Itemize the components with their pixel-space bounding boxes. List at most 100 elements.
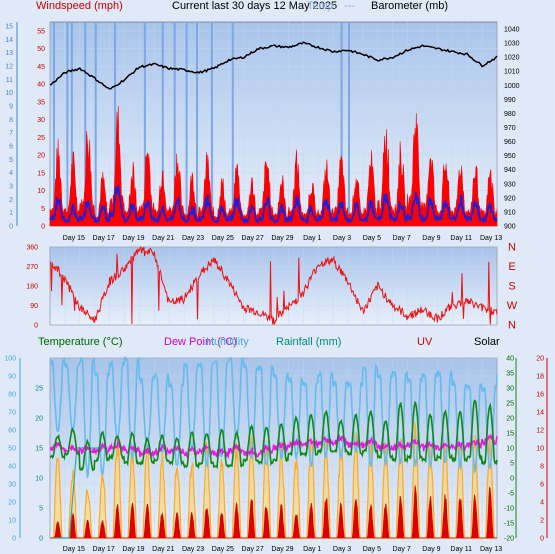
x-tick-label: Day 3: [333, 546, 351, 553]
x-tick-label: Day 25: [212, 546, 234, 553]
rain-tick-label: 20: [35, 416, 43, 423]
wind-spike: [114, 22, 117, 226]
speed-alt-tick-label: 7: [9, 130, 13, 137]
uv-tick-label: 10: [536, 446, 544, 453]
temp-tick-label: 5: [510, 461, 514, 468]
direction-tick-label: 270: [26, 264, 38, 271]
mb-tick-label: 900: [504, 224, 516, 231]
uv-tick-label: 6: [540, 482, 544, 489]
wind-spike: [231, 22, 234, 226]
temp-tick-label: 0: [510, 476, 514, 483]
wind-spike: [66, 22, 69, 226]
wind-spike: [84, 22, 87, 226]
uv-tick-label: 8: [540, 464, 544, 471]
wind-spike: [348, 22, 350, 226]
humidity-tick-label: 60: [8, 428, 16, 435]
x-tick-label: Day 13: [480, 235, 502, 242]
wind-spike: [196, 22, 199, 226]
wind-series: [49, 185, 498, 225]
wind-spike: [340, 22, 343, 226]
speed-alt-tick-label: 1: [9, 210, 13, 217]
compass-label: E: [508, 261, 515, 273]
temp-tick-label: -15: [504, 521, 514, 528]
x-tick-label: Day 29: [271, 546, 293, 553]
x-tick-label: Day 9: [422, 546, 440, 553]
humidity-tick-label: 20: [8, 500, 16, 507]
mb-tick-label: 980: [504, 111, 516, 118]
dewpoint-label: Dew Point (°C): [164, 336, 237, 348]
temp-tick-label: 25: [506, 401, 514, 408]
x-tick-label: Day 15: [63, 235, 85, 242]
temp-tick-label: 10: [506, 446, 514, 453]
x-tick-label: Day 15: [63, 546, 85, 553]
mph-tick-label: 15: [37, 170, 45, 177]
mph-tick-label: 5: [41, 206, 45, 213]
speed-alt-tick-label: 9: [9, 104, 13, 111]
solar-label: Solar: [474, 336, 500, 348]
x-tick-label: Day 17: [93, 235, 115, 242]
temperature-series: [49, 399, 498, 472]
x-tick-label: Day 17: [93, 546, 115, 553]
speed-alt-tick-label: 12: [5, 64, 13, 71]
temp-tick-label: 20: [506, 416, 514, 423]
x-tick-label: Day 1: [303, 235, 321, 242]
dewpoint-series: [49, 432, 498, 460]
x-tick-label: Day 21: [152, 546, 174, 553]
x-tick-label: Day 19: [122, 235, 144, 242]
humidity-tick-label: 100: [4, 356, 16, 363]
speed-alt-tick-label: 3: [9, 184, 13, 191]
x-tick-label: Day 7: [392, 235, 410, 242]
speed-alt-tick-label: 5: [9, 157, 13, 164]
mph-tick-label: 40: [37, 82, 45, 89]
wind-spike: [70, 22, 73, 226]
x-tick-label: Day 11: [450, 235, 472, 242]
direction-tick-label: 0: [34, 323, 38, 330]
rain-tick-label: 5: [39, 506, 43, 513]
wind-spike: [161, 22, 164, 226]
mph-tick-label: 55: [37, 28, 45, 35]
direction-tick-label: 180: [26, 284, 38, 291]
uv-tick-label: 16: [536, 392, 544, 399]
x-tick-label: Day 3: [333, 235, 351, 242]
mb-tick-label: 1020: [504, 55, 520, 62]
uv-tick-label: 18: [536, 374, 544, 381]
direction-series: [49, 245, 498, 326]
mph-tick-label: 50: [37, 46, 45, 53]
mb-tick-label: 940: [504, 167, 516, 174]
humidity-tick-label: 50: [8, 446, 16, 453]
uv-tick-label: 14: [536, 410, 544, 417]
direction-tick-label: 90: [30, 303, 38, 310]
speed-alt-tick-label: 2: [9, 197, 13, 204]
temp-overlap-label: Temp.: [307, 0, 337, 12]
uv-tick-label: 20: [536, 356, 544, 363]
humidity-tick-label: 70: [8, 410, 16, 417]
temperature-label: Temperature (°C): [38, 336, 123, 348]
x-tick-label: Day 19: [122, 546, 144, 553]
compass-label: N: [508, 320, 516, 332]
x-tick-label: Day 29: [271, 235, 293, 242]
temp-tick-label: -5: [508, 491, 514, 498]
temp-tick-label: 40: [506, 356, 514, 363]
x-tick-label: Day 13: [480, 546, 502, 553]
x-tick-label: Day 5: [363, 546, 381, 553]
speed-alt-tick-label: 15: [5, 24, 13, 31]
compass-label: W: [507, 300, 518, 312]
mph-tick-label: 35: [37, 99, 45, 106]
temp-tick-label: 35: [506, 371, 514, 378]
rain-tick-label: 25: [35, 386, 43, 393]
x-tick-label: Day 27: [242, 546, 264, 553]
rainfall-label: Rainfall (mm): [276, 336, 342, 348]
speed-alt-tick-label: 10: [5, 90, 13, 97]
x-tick-label: Day 9: [422, 235, 440, 242]
uv-tick-label: 4: [540, 500, 544, 507]
humidity-tick-label: 90: [8, 374, 16, 381]
mb-tick-label: 920: [504, 195, 516, 202]
rain-tick-label: 0: [39, 536, 43, 543]
speed-alt-tick-label: 11: [6, 77, 13, 84]
dashes-label: ---: [344, 0, 355, 12]
humidity-tick-label: 30: [8, 482, 16, 489]
mb-tick-label: 910: [504, 209, 516, 216]
mph-tick-label: 10: [37, 188, 45, 195]
mb-tick-label: 970: [504, 125, 516, 132]
